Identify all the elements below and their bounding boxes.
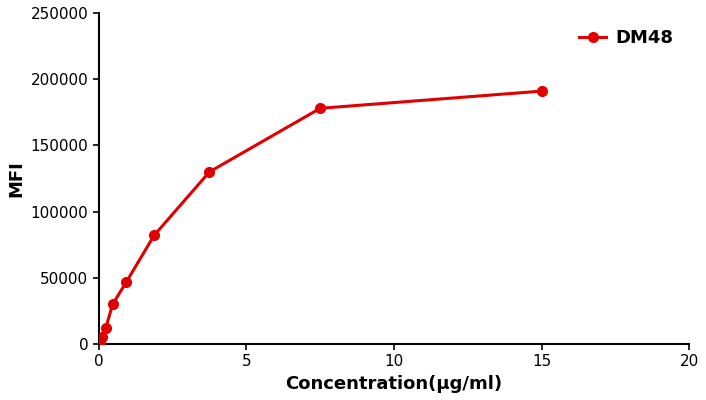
DM48 xyxy=(102,326,110,330)
DM48 xyxy=(537,89,546,94)
DM48 xyxy=(96,338,104,343)
DM48 xyxy=(316,106,325,111)
DM48 xyxy=(108,302,116,307)
DM48 xyxy=(95,342,103,346)
DM48 xyxy=(205,170,214,174)
DM48 xyxy=(95,340,104,345)
DM48 xyxy=(150,233,158,238)
DM48 xyxy=(95,341,103,346)
DM48 xyxy=(98,335,107,340)
Y-axis label: MFI: MFI xyxy=(7,160,25,197)
X-axis label: Concentration(μg/ml): Concentration(μg/ml) xyxy=(285,375,503,393)
Legend: DM48: DM48 xyxy=(572,22,681,54)
Line: DM48: DM48 xyxy=(94,86,546,349)
DM48 xyxy=(122,280,131,284)
